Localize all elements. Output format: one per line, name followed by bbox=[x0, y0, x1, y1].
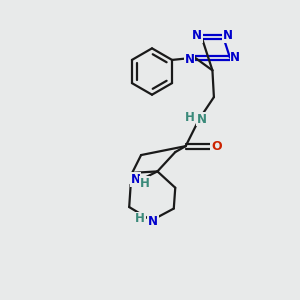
Text: N: N bbox=[184, 52, 194, 66]
Text: N: N bbox=[131, 173, 141, 186]
Text: H: H bbox=[140, 177, 150, 190]
Text: N: N bbox=[230, 51, 240, 64]
Text: N: N bbox=[223, 29, 233, 42]
Text: O: O bbox=[211, 140, 222, 153]
Text: H: H bbox=[135, 212, 145, 226]
Text: N: N bbox=[196, 113, 206, 126]
Text: N: N bbox=[192, 29, 202, 42]
Text: N: N bbox=[148, 215, 158, 228]
Text: H: H bbox=[184, 111, 194, 124]
